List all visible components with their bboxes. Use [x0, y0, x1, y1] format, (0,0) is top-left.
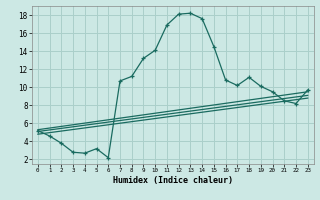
- X-axis label: Humidex (Indice chaleur): Humidex (Indice chaleur): [113, 176, 233, 185]
